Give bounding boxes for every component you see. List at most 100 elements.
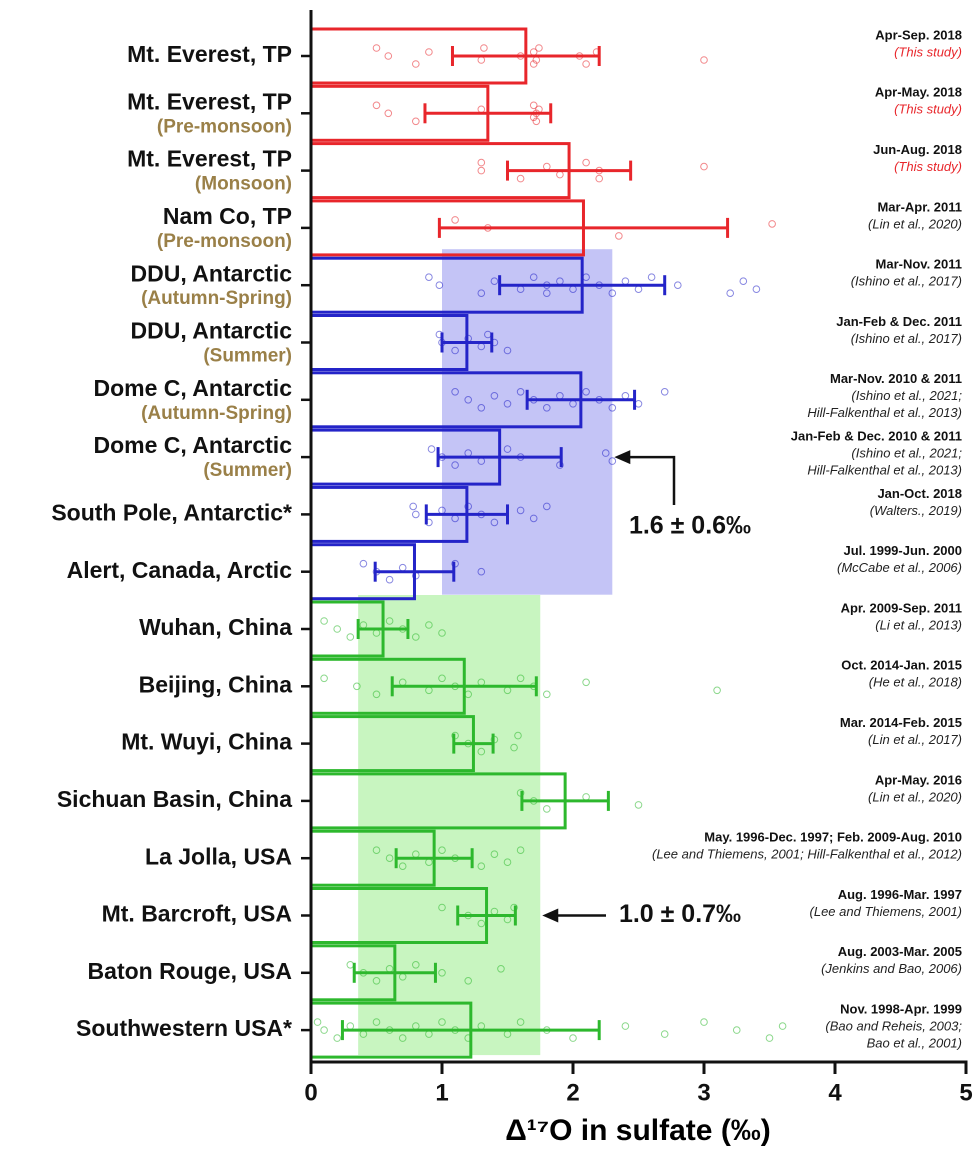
data-point [732, 1026, 741, 1034]
data-point [451, 388, 459, 396]
category-label: Baton Rouge, USA [88, 958, 292, 984]
category-label: La Jolla, USA [145, 843, 292, 869]
data-point [582, 388, 590, 396]
data-point [608, 457, 617, 465]
category-label: Dome C, Antarctic [93, 432, 292, 458]
data-point [490, 277, 499, 286]
band-label: 1.0 ± 0.7‰ [619, 900, 741, 928]
data-point [372, 1018, 381, 1026]
category-label: Southwestern USA* [76, 1015, 292, 1041]
period-label: Jan-Oct. 2018 [877, 486, 962, 501]
reference-label: (Lin et al., 2020) [868, 789, 962, 804]
data-point [569, 1034, 577, 1042]
reference-label: (Lin et al., 2020) [868, 216, 962, 231]
reference-label: (Bao and Reheis, 2003; [825, 1019, 962, 1034]
reference-label: (Lee and Thiemens, 2001; Hill-Falkenthal… [652, 847, 962, 862]
data-point [608, 404, 617, 412]
data-point [480, 44, 488, 52]
data-point [477, 105, 486, 114]
data-point [438, 903, 446, 912]
data-point [621, 277, 630, 286]
data-point [333, 625, 342, 633]
period-label: Oct. 2014-Jan. 2015 [841, 658, 962, 673]
period-label: Apr-May. 2018 [875, 85, 962, 100]
data-point [412, 510, 420, 519]
data-point [425, 621, 433, 629]
reference-label: (Ishino et al., 2017) [851, 274, 962, 289]
data-point [372, 44, 381, 52]
data-point [398, 862, 407, 871]
bands [358, 249, 613, 1056]
data-point [516, 506, 525, 515]
data-point [647, 273, 656, 282]
category-sublabel: (Autumn-Spring) [141, 288, 292, 309]
data-point [543, 690, 551, 699]
data-point [615, 232, 623, 240]
data-point [700, 1018, 708, 1026]
category-label: Beijing, China [139, 671, 293, 697]
data-point [372, 690, 381, 699]
data-point [425, 273, 433, 282]
data-point [464, 977, 473, 985]
data-point [372, 977, 381, 985]
data-point [477, 404, 486, 412]
reference-label: (Lin et al., 2017) [868, 732, 962, 747]
reference-label: Hill-Falkenthal et al., 2013) [807, 463, 962, 478]
category-sublabel: (Summer) [203, 460, 292, 481]
period-label: Apr-May. 2016 [875, 772, 962, 787]
data-point [514, 731, 522, 740]
data-point [752, 285, 761, 294]
category-label: Mt. Barcroft, USA [102, 901, 292, 927]
reference-label: Bao et al., 2001) [867, 1036, 962, 1051]
data-point [529, 514, 538, 523]
data-point [582, 60, 590, 68]
band [358, 595, 541, 1056]
data-point [412, 633, 420, 641]
data-point [739, 277, 748, 286]
data-point [412, 60, 420, 68]
data-point [438, 629, 446, 637]
data-point [438, 674, 446, 683]
data-point [601, 449, 610, 457]
category-label: Mt. Everest, TP [127, 41, 292, 67]
data-point [516, 846, 525, 855]
data-point [503, 346, 512, 355]
data-point [477, 56, 486, 64]
data-point [660, 1030, 669, 1038]
category-sublabel: (Pre-monsoon) [157, 116, 292, 137]
data-point [477, 567, 486, 576]
x-tick-label: 2 [566, 1079, 579, 1106]
data-point [634, 400, 643, 408]
category-label: Dome C, Antarctic [93, 375, 292, 401]
data-point [516, 674, 525, 683]
data-point [412, 117, 420, 126]
data-point [503, 400, 512, 408]
data-point [477, 158, 486, 167]
period-label: Aug. 1996-Mar. 1997 [838, 887, 962, 902]
data-point [713, 686, 721, 695]
data-point [595, 174, 604, 183]
period-label: Mar-Nov. 2011 [876, 257, 962, 272]
reference-label: (Jenkins and Bao, 2006) [821, 961, 962, 976]
data-point [582, 793, 590, 801]
reference-label: (Walters., 2019) [870, 503, 962, 518]
x-tick-label: 0 [304, 1079, 317, 1106]
data-point [516, 388, 525, 396]
reference-label: (McCabe et al., 2006) [837, 560, 962, 575]
x-tick-label: 5 [959, 1079, 972, 1106]
data-point [543, 805, 551, 813]
period-label: Mar. 2014-Feb. 2015 [840, 715, 962, 730]
data-point [503, 858, 512, 867]
arrow-head [614, 450, 631, 465]
data-point [477, 862, 486, 871]
period-label: Jun-Aug. 2018 [873, 142, 962, 157]
data-point [320, 617, 328, 625]
period-label: Jul. 1999-Jun. 2000 [843, 543, 962, 558]
category-label: Nam Co, TP [163, 203, 292, 229]
category-sublabel: (Autumn-Spring) [141, 403, 292, 424]
category-sublabel: (Monsoon) [195, 174, 292, 195]
reference-label: (Li et al., 2013) [875, 617, 962, 632]
data-point [535, 44, 543, 52]
data-point [359, 559, 368, 568]
